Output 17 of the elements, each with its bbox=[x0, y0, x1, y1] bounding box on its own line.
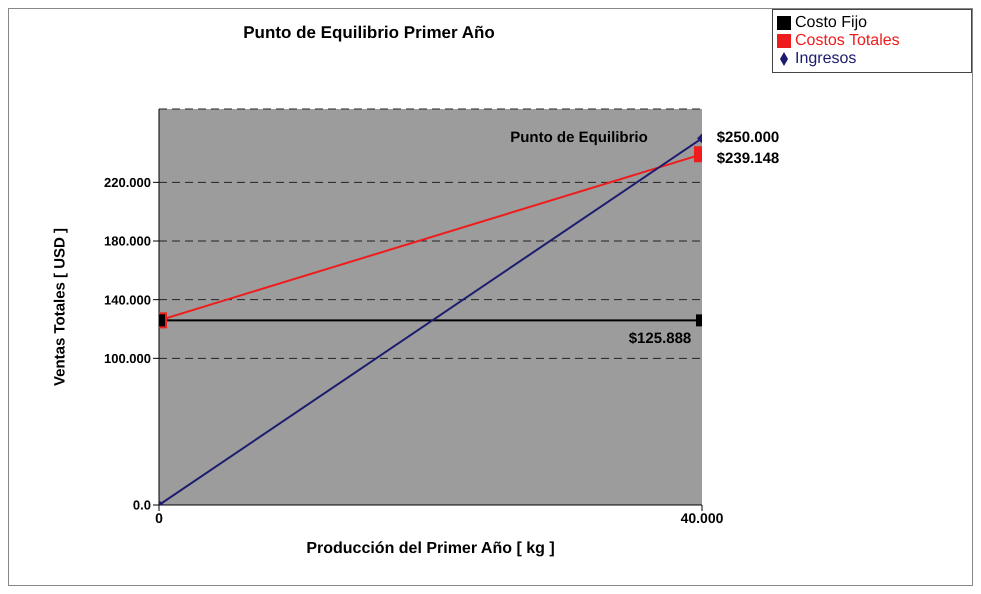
y-tick-label: 180.000 bbox=[104, 234, 151, 249]
x-tick-label: 0 bbox=[155, 510, 164, 526]
chart-title: Punto de Equilibrio Primer Año bbox=[242, 23, 496, 43]
y-tick-label: 220.000 bbox=[104, 174, 151, 190]
x-tick-label: 40.000 bbox=[680, 510, 724, 526]
y-tick-label: 100.000 bbox=[104, 350, 151, 366]
text: $239.148 bbox=[716, 150, 780, 167]
y-tick-label: 140.000 bbox=[104, 292, 151, 308]
text: $250.000 bbox=[716, 129, 780, 146]
annotation: $125.888 bbox=[628, 330, 692, 347]
y-tick-label: 0.0 bbox=[132, 498, 151, 513]
legend-label: Costo Fijo bbox=[795, 14, 868, 31]
legend-label: Ingresos bbox=[795, 50, 856, 67]
x-axis-title: Producción del Primer Año [ kg ] bbox=[306, 540, 555, 557]
legend-label: Costos Totales bbox=[795, 32, 900, 49]
annotation: Punto de Equilibrio bbox=[510, 129, 648, 146]
y-axis-title: Ventas Totales [ USD ] bbox=[51, 228, 68, 386]
